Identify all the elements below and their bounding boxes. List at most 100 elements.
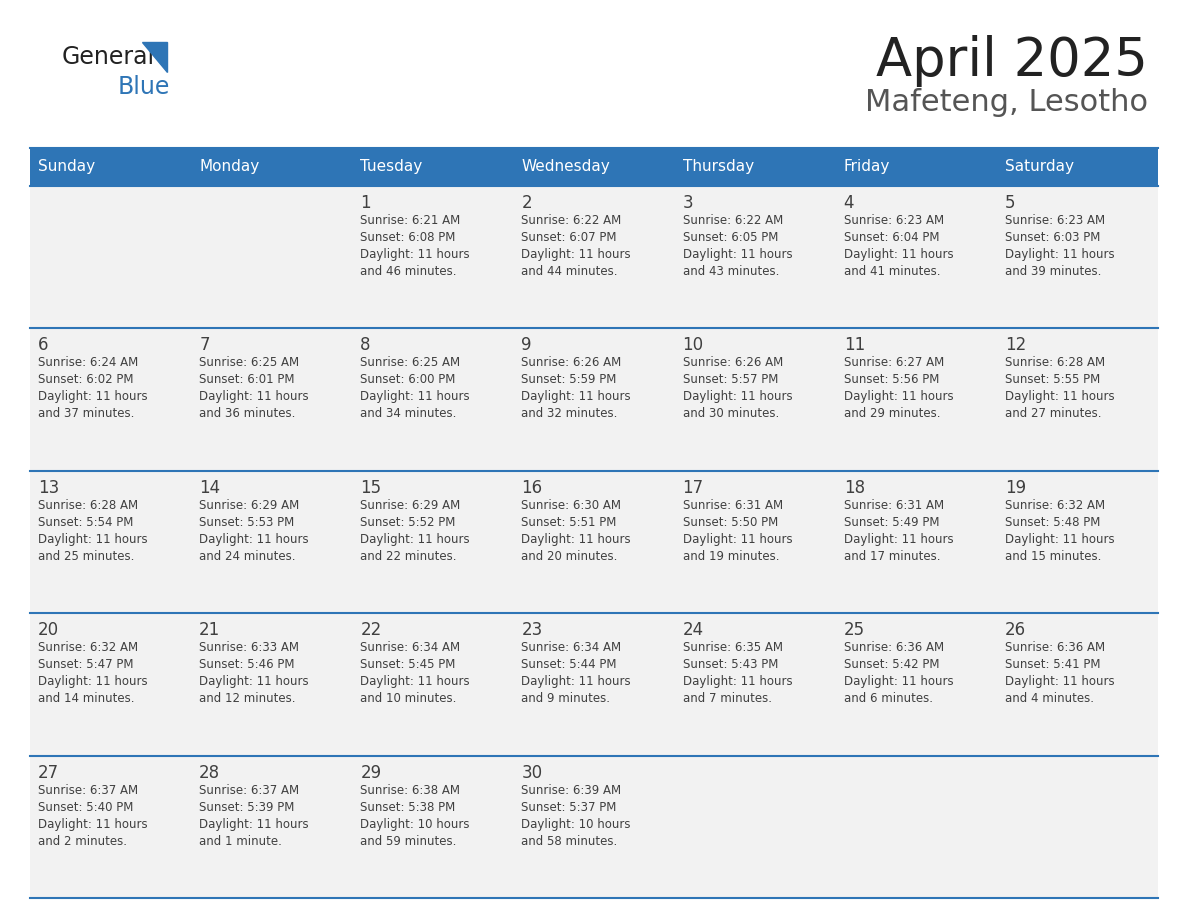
Text: 6: 6 — [38, 336, 49, 354]
Text: Sunrise: 6:26 AM: Sunrise: 6:26 AM — [683, 356, 783, 369]
Text: Sunset: 6:07 PM: Sunset: 6:07 PM — [522, 231, 617, 244]
Text: and 27 minutes.: and 27 minutes. — [1005, 408, 1101, 420]
Text: Sunrise: 6:29 AM: Sunrise: 6:29 AM — [200, 498, 299, 512]
Text: and 25 minutes.: and 25 minutes. — [38, 550, 134, 563]
Text: 23: 23 — [522, 621, 543, 639]
Text: and 41 minutes.: and 41 minutes. — [843, 265, 940, 278]
Text: Monday: Monday — [200, 160, 259, 174]
Text: 17: 17 — [683, 479, 703, 497]
Text: Sunrise: 6:25 AM: Sunrise: 6:25 AM — [360, 356, 461, 369]
Text: 12: 12 — [1005, 336, 1026, 354]
Text: 1: 1 — [360, 194, 371, 212]
Text: and 2 minutes.: and 2 minutes. — [38, 834, 127, 847]
Text: Sunrise: 6:31 AM: Sunrise: 6:31 AM — [683, 498, 783, 512]
Text: and 24 minutes.: and 24 minutes. — [200, 550, 296, 563]
Text: Sunset: 5:47 PM: Sunset: 5:47 PM — [38, 658, 133, 671]
Text: Sunrise: 6:31 AM: Sunrise: 6:31 AM — [843, 498, 943, 512]
Text: Daylight: 11 hours: Daylight: 11 hours — [683, 532, 792, 546]
Text: Daylight: 11 hours: Daylight: 11 hours — [38, 676, 147, 688]
Text: 13: 13 — [38, 479, 59, 497]
Text: Sunset: 5:49 PM: Sunset: 5:49 PM — [843, 516, 940, 529]
Text: Sunrise: 6:37 AM: Sunrise: 6:37 AM — [38, 784, 138, 797]
Text: 3: 3 — [683, 194, 693, 212]
Text: Daylight: 11 hours: Daylight: 11 hours — [683, 390, 792, 403]
Text: Sunset: 5:52 PM: Sunset: 5:52 PM — [360, 516, 456, 529]
Text: 2: 2 — [522, 194, 532, 212]
Text: Sunrise: 6:29 AM: Sunrise: 6:29 AM — [360, 498, 461, 512]
Text: Daylight: 11 hours: Daylight: 11 hours — [200, 818, 309, 831]
Text: 27: 27 — [38, 764, 59, 781]
Text: Sunrise: 6:25 AM: Sunrise: 6:25 AM — [200, 356, 299, 369]
Text: Sunset: 5:55 PM: Sunset: 5:55 PM — [1005, 374, 1100, 386]
Text: and 20 minutes.: and 20 minutes. — [522, 550, 618, 563]
Text: Sunrise: 6:36 AM: Sunrise: 6:36 AM — [843, 641, 943, 655]
Text: Sunrise: 6:28 AM: Sunrise: 6:28 AM — [1005, 356, 1105, 369]
Text: Sunset: 5:48 PM: Sunset: 5:48 PM — [1005, 516, 1100, 529]
Text: Sunset: 5:41 PM: Sunset: 5:41 PM — [1005, 658, 1100, 671]
Text: Daylight: 11 hours: Daylight: 11 hours — [843, 390, 953, 403]
Text: 21: 21 — [200, 621, 221, 639]
Text: Sunrise: 6:34 AM: Sunrise: 6:34 AM — [522, 641, 621, 655]
Text: Daylight: 11 hours: Daylight: 11 hours — [200, 676, 309, 688]
Text: Sunset: 5:57 PM: Sunset: 5:57 PM — [683, 374, 778, 386]
Text: Sunrise: 6:27 AM: Sunrise: 6:27 AM — [843, 356, 944, 369]
Text: Sunrise: 6:28 AM: Sunrise: 6:28 AM — [38, 498, 138, 512]
Text: Sunset: 6:05 PM: Sunset: 6:05 PM — [683, 231, 778, 244]
Text: 24: 24 — [683, 621, 703, 639]
Text: and 17 minutes.: and 17 minutes. — [843, 550, 940, 563]
Text: Daylight: 11 hours: Daylight: 11 hours — [38, 390, 147, 403]
Text: 4: 4 — [843, 194, 854, 212]
Text: 25: 25 — [843, 621, 865, 639]
Text: and 37 minutes.: and 37 minutes. — [38, 408, 134, 420]
Text: 29: 29 — [360, 764, 381, 781]
Text: and 44 minutes.: and 44 minutes. — [522, 265, 618, 278]
Text: 7: 7 — [200, 336, 209, 354]
Text: and 32 minutes.: and 32 minutes. — [522, 408, 618, 420]
Text: and 34 minutes.: and 34 minutes. — [360, 408, 456, 420]
Text: Sunset: 5:42 PM: Sunset: 5:42 PM — [843, 658, 940, 671]
Text: Sunrise: 6:35 AM: Sunrise: 6:35 AM — [683, 641, 783, 655]
Text: Sunrise: 6:33 AM: Sunrise: 6:33 AM — [200, 641, 299, 655]
Text: Daylight: 11 hours: Daylight: 11 hours — [38, 818, 147, 831]
Text: 9: 9 — [522, 336, 532, 354]
Text: Sunset: 5:54 PM: Sunset: 5:54 PM — [38, 516, 133, 529]
Text: Daylight: 11 hours: Daylight: 11 hours — [683, 676, 792, 688]
Text: Sunrise: 6:38 AM: Sunrise: 6:38 AM — [360, 784, 460, 797]
Text: Sunset: 6:02 PM: Sunset: 6:02 PM — [38, 374, 133, 386]
Text: and 14 minutes.: and 14 minutes. — [38, 692, 134, 705]
Text: Daylight: 11 hours: Daylight: 11 hours — [1005, 248, 1114, 261]
Text: 5: 5 — [1005, 194, 1016, 212]
Text: Sunset: 5:38 PM: Sunset: 5:38 PM — [360, 800, 455, 813]
Text: Sunrise: 6:30 AM: Sunrise: 6:30 AM — [522, 498, 621, 512]
Text: and 46 minutes.: and 46 minutes. — [360, 265, 456, 278]
Text: Sunset: 6:04 PM: Sunset: 6:04 PM — [843, 231, 940, 244]
Text: and 43 minutes.: and 43 minutes. — [683, 265, 779, 278]
Text: and 59 minutes.: and 59 minutes. — [360, 834, 456, 847]
Text: Daylight: 11 hours: Daylight: 11 hours — [360, 532, 470, 546]
Text: Sunset: 5:50 PM: Sunset: 5:50 PM — [683, 516, 778, 529]
Text: and 9 minutes.: and 9 minutes. — [522, 692, 611, 705]
Text: Sunset: 5:46 PM: Sunset: 5:46 PM — [200, 658, 295, 671]
Text: and 19 minutes.: and 19 minutes. — [683, 550, 779, 563]
Text: Sunrise: 6:24 AM: Sunrise: 6:24 AM — [38, 356, 138, 369]
Text: Sunrise: 6:37 AM: Sunrise: 6:37 AM — [200, 784, 299, 797]
Text: and 7 minutes.: and 7 minutes. — [683, 692, 771, 705]
Text: Daylight: 11 hours: Daylight: 11 hours — [200, 532, 309, 546]
Text: Daylight: 11 hours: Daylight: 11 hours — [360, 248, 470, 261]
Text: Sunset: 5:45 PM: Sunset: 5:45 PM — [360, 658, 456, 671]
Text: Sunset: 5:37 PM: Sunset: 5:37 PM — [522, 800, 617, 813]
Text: General: General — [62, 45, 156, 69]
Text: Sunset: 5:44 PM: Sunset: 5:44 PM — [522, 658, 617, 671]
Text: Sunrise: 6:32 AM: Sunrise: 6:32 AM — [38, 641, 138, 655]
Text: and 15 minutes.: and 15 minutes. — [1005, 550, 1101, 563]
Text: Blue: Blue — [118, 75, 170, 99]
Text: Thursday: Thursday — [683, 160, 753, 174]
Text: Sunset: 6:00 PM: Sunset: 6:00 PM — [360, 374, 456, 386]
Text: Daylight: 10 hours: Daylight: 10 hours — [360, 818, 469, 831]
Text: 11: 11 — [843, 336, 865, 354]
Text: Daylight: 11 hours: Daylight: 11 hours — [522, 390, 631, 403]
Text: Sunset: 6:03 PM: Sunset: 6:03 PM — [1005, 231, 1100, 244]
Bar — [30, 613, 1158, 756]
Text: Tuesday: Tuesday — [360, 160, 423, 174]
Text: and 6 minutes.: and 6 minutes. — [843, 692, 933, 705]
